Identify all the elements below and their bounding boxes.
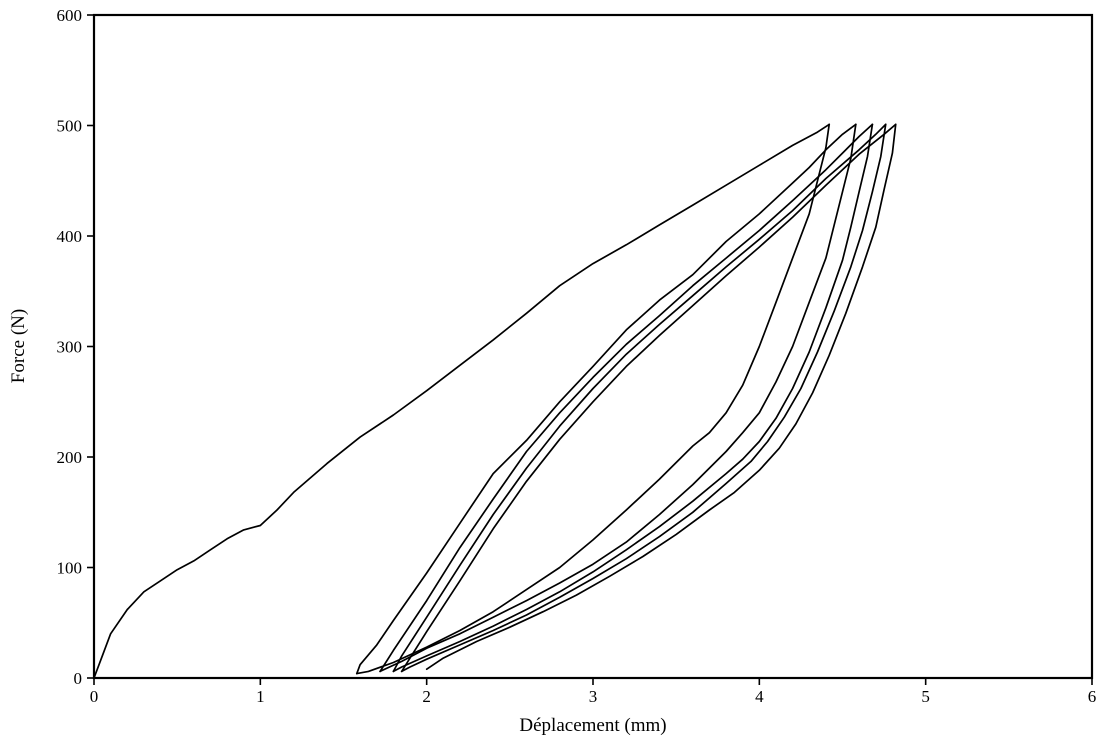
- series-line-8: [400, 123, 887, 673]
- x-tick-label: 1: [256, 687, 265, 706]
- series-line-10: [425, 123, 897, 671]
- y-tick-label: 600: [57, 6, 83, 25]
- y-tick-label: 100: [57, 559, 83, 578]
- x-tick-label: 4: [755, 687, 764, 706]
- y-axis-label: Force (N): [8, 309, 29, 383]
- series-line-4: [379, 123, 857, 673]
- series-line-1: [93, 123, 831, 679]
- x-tick-label: 5: [921, 687, 930, 706]
- series-line-3: [355, 123, 857, 675]
- x-tick-label: 3: [589, 687, 598, 706]
- tick-labels: 0 1 2 3 4 5 6 0 100 200 300 400 500 600: [57, 6, 1097, 706]
- series-line-9: [400, 123, 897, 673]
- x-axis-label: Déplacement (mm): [519, 715, 666, 736]
- series-line-5: [379, 123, 874, 673]
- series-line-2: [355, 123, 831, 675]
- axis-ticks: [87, 14, 1093, 685]
- y-tick-label: 500: [57, 117, 83, 136]
- x-tick-label: 0: [90, 687, 99, 706]
- y-tick-label: 300: [57, 338, 83, 357]
- x-tick-label: 2: [422, 687, 431, 706]
- y-tick-label: 400: [57, 227, 83, 246]
- series-line-6: [392, 123, 874, 673]
- y-tick-label: 200: [57, 448, 83, 467]
- x-tick-label: 6: [1088, 687, 1097, 706]
- y-tick-label: 0: [74, 669, 83, 688]
- plot-frame: [92, 13, 1094, 680]
- series-line-7: [392, 123, 887, 673]
- curves: [93, 123, 897, 679]
